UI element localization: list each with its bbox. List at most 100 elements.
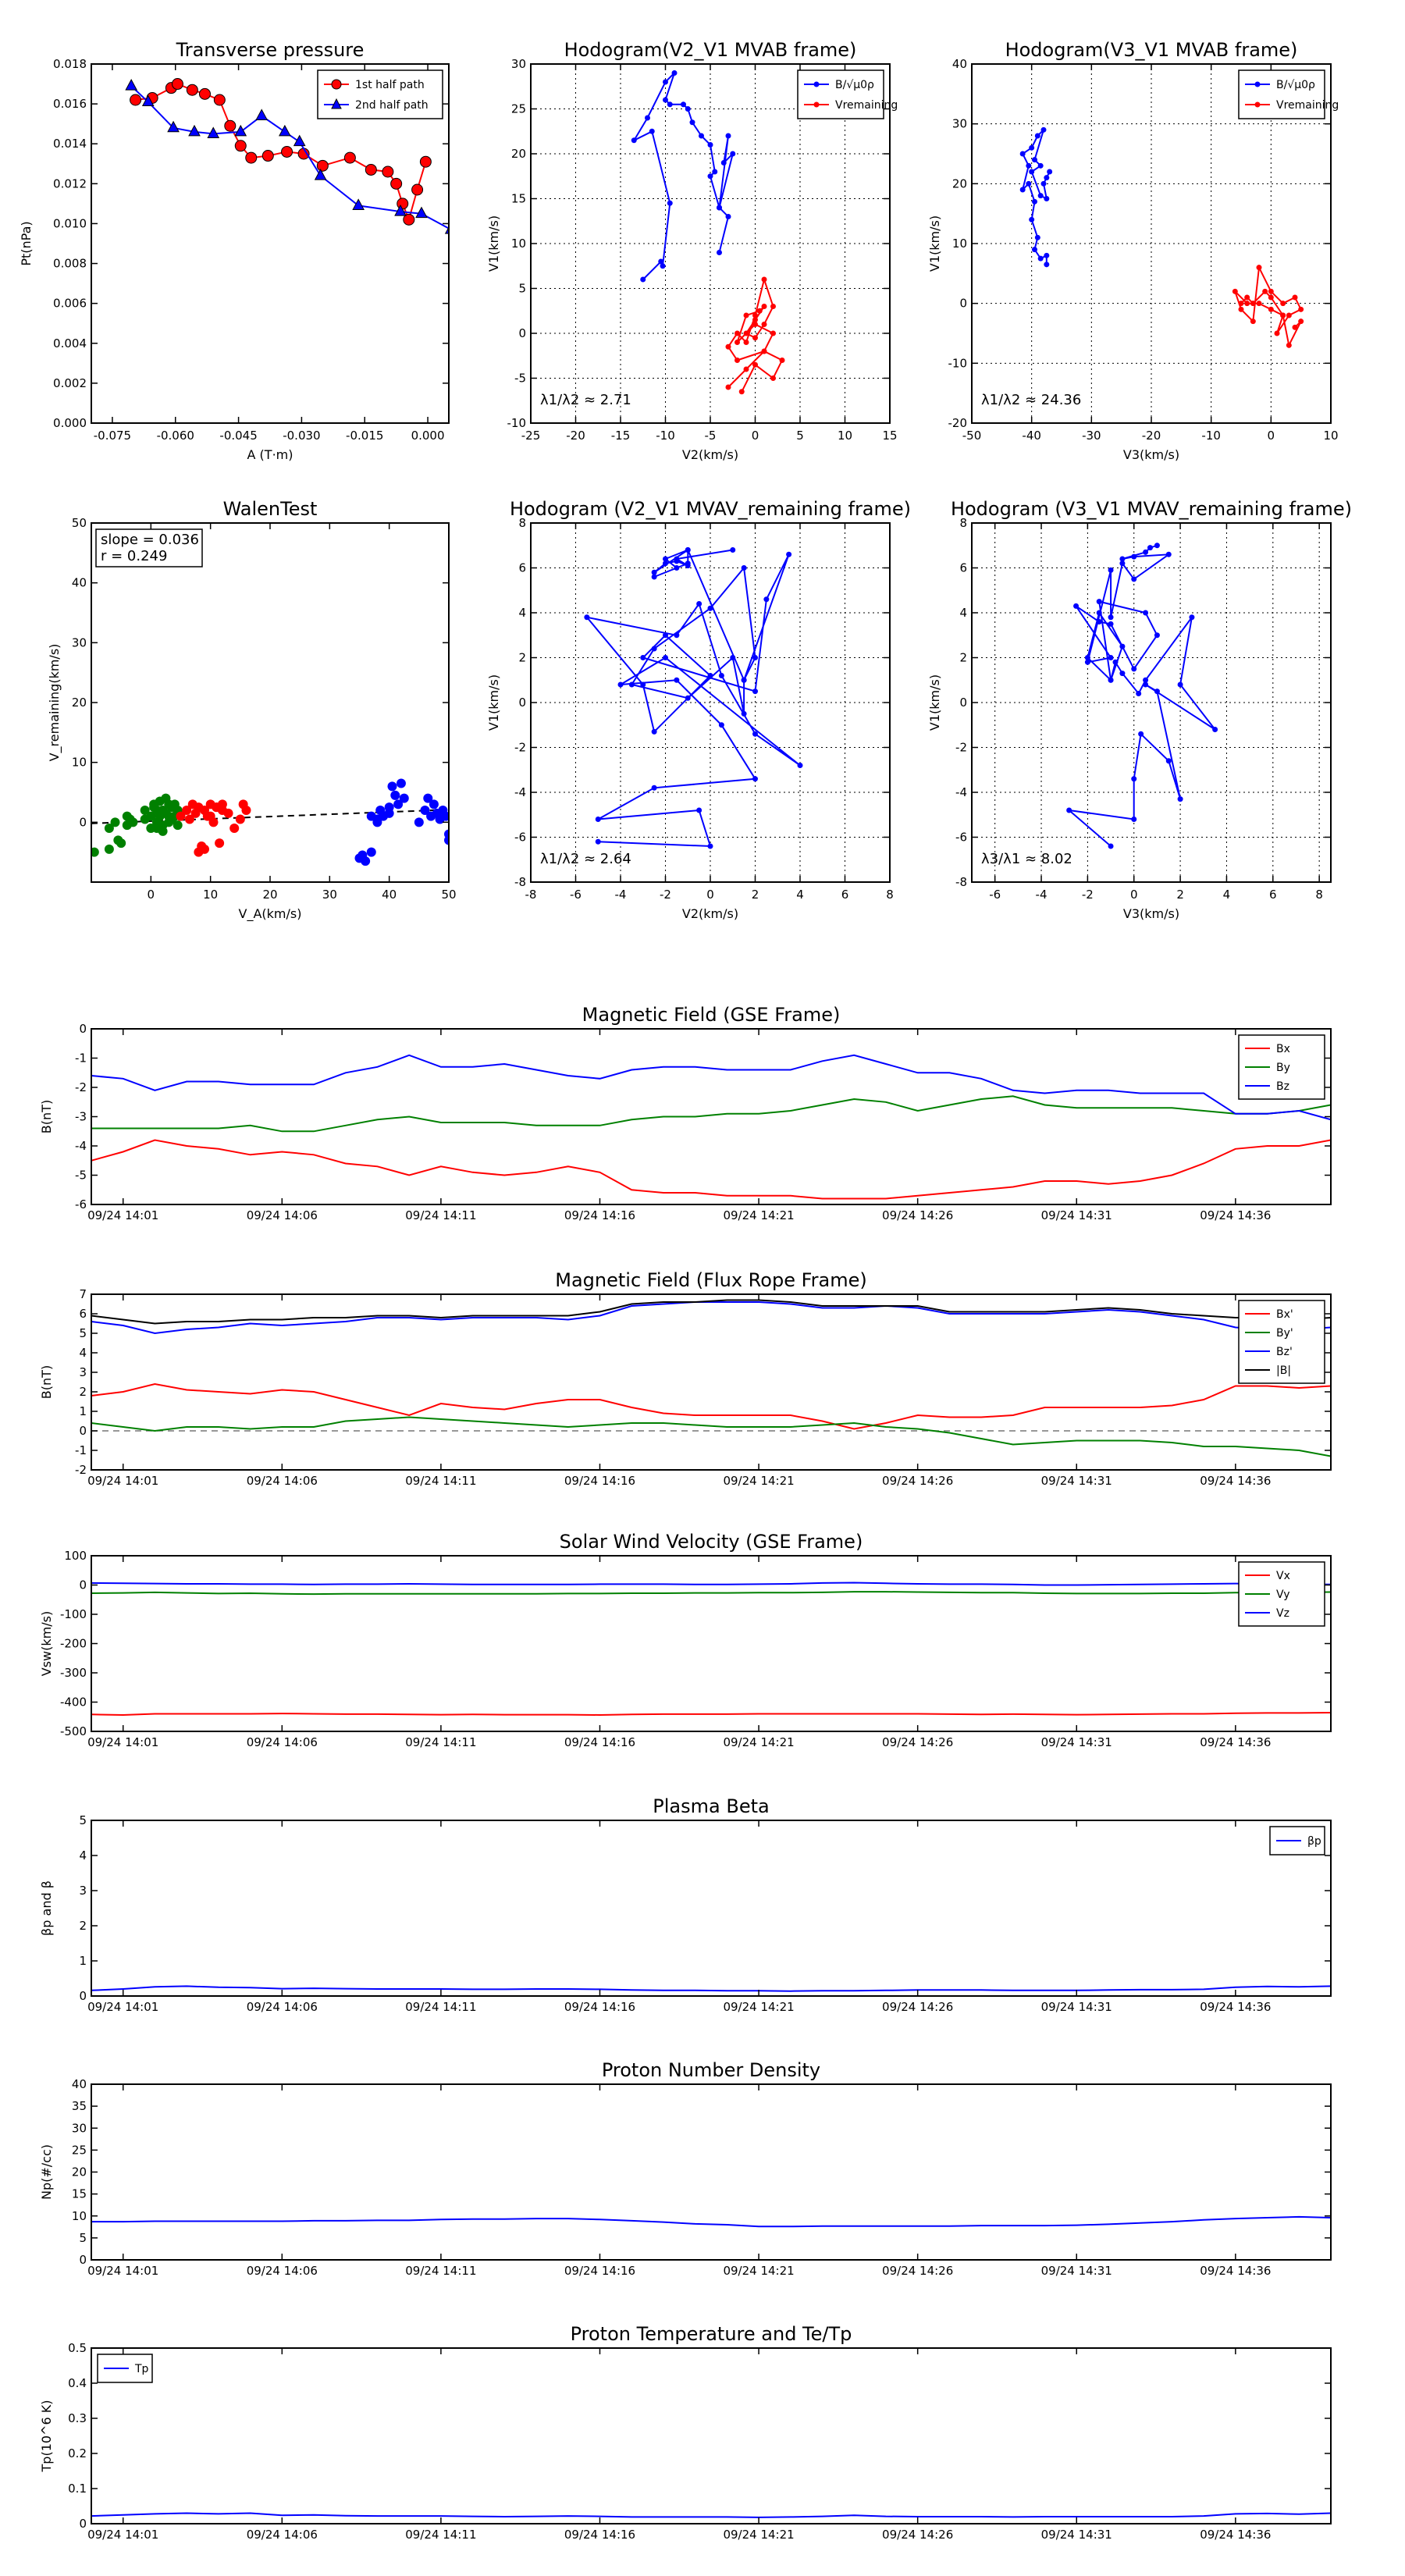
x-tick-label: 20 (262, 888, 277, 902)
legend-label: βp (1307, 1835, 1321, 1848)
series-line-0 (1066, 544, 1216, 847)
data-point (1147, 545, 1154, 551)
x-tick-label: 09/24 14:01 (87, 2000, 158, 2014)
data-point (743, 366, 749, 372)
data-point (1032, 247, 1037, 253)
y-axis-label: B(nT) (39, 1365, 54, 1399)
data-point (763, 596, 770, 603)
y-tick-label: 0.016 (53, 97, 87, 111)
data-point (717, 250, 722, 255)
x-tick-label: 09/24 14:16 (564, 1208, 635, 1222)
data-point (707, 673, 713, 678)
data-point (1165, 551, 1172, 557)
data-point (717, 205, 722, 211)
data-point (658, 258, 664, 265)
data-point (707, 142, 713, 148)
x-tick-label: 09/24 14:36 (1200, 1474, 1271, 1488)
x-tick-label: 09/24 14:21 (723, 1735, 794, 1749)
data-point (1274, 330, 1280, 336)
data-point (1084, 659, 1090, 665)
data-point (584, 614, 590, 621)
legend: Bx' By' Bz' |B| (1238, 1300, 1325, 1384)
x-tick-label: 0 (1130, 888, 1138, 902)
data-point (1096, 619, 1102, 624)
data-point (651, 569, 657, 575)
plot-area (1066, 543, 1218, 849)
data-point (104, 844, 114, 854)
y-tick-label: 0 (518, 696, 526, 710)
x-tick-label: 0 (752, 429, 759, 443)
data-point (663, 560, 668, 567)
legend: Tp (97, 2354, 153, 2383)
data-point (1154, 688, 1160, 695)
data-point (394, 205, 407, 216)
x-tick-label: 09/24 14:01 (87, 2528, 158, 2542)
x-tick-label: -0.060 (157, 429, 194, 443)
data-point (279, 124, 291, 137)
data-point (1029, 169, 1035, 175)
y-tick-label: 0 (959, 297, 967, 311)
data-point (141, 94, 155, 107)
y-tick-label: 100 (64, 1549, 87, 1563)
data-point (1268, 288, 1274, 294)
y-tick-label: 30 (952, 117, 967, 131)
data-point (176, 811, 186, 821)
data-point (752, 322, 758, 327)
data-point (761, 304, 767, 309)
data-point (1019, 151, 1026, 157)
data-point (1244, 294, 1250, 301)
chart-title: Magnetic Field (Flux Rope Frame) (555, 1269, 866, 1291)
data-point (1143, 610, 1149, 616)
chart-h2: Hodogram(V3_V1 MVAB frame) -50 -40 -30 -20 -1… (927, 39, 1339, 462)
data-point (281, 145, 293, 158)
data-point (167, 120, 180, 133)
x-tick-label: -30 (1082, 429, 1101, 443)
data-point (217, 799, 227, 809)
legend-label: Vremaining (835, 99, 898, 112)
x-tick-label: 5 (796, 429, 804, 443)
y-tick-label: 3 (79, 1365, 87, 1379)
data-point (390, 177, 403, 190)
y-tick-label: -1 (75, 1443, 87, 1457)
series-line-0 (91, 2512, 1331, 2518)
data-point (1040, 180, 1047, 187)
eigenvalue-ratio: λ1/λ2 ≈ 2.71 (540, 392, 631, 408)
plot-area (91, 2512, 1331, 2518)
x-tick-label: 09/24 14:06 (247, 2264, 318, 2278)
y-tick-label: -6 (514, 831, 526, 845)
plot-area (1019, 126, 1304, 348)
chart-bgse: Magnetic Field (GSE Frame) 09/24 14:01 09/… (39, 1004, 1332, 1222)
data-point (1037, 193, 1044, 199)
x-tick-label: 09/24 14:36 (1200, 2264, 1271, 2278)
y-tick-label: 4 (79, 1848, 87, 1863)
data-point (1096, 599, 1102, 605)
data-point (1108, 621, 1114, 627)
x-tick-label: 09/24 14:01 (87, 2264, 158, 2278)
series-line-1 (91, 1416, 1331, 1457)
data-point (674, 677, 680, 683)
x-tick-label: 09/24 14:16 (564, 1735, 635, 1749)
data-point (741, 677, 747, 683)
y-tick-label: -100 (60, 1607, 87, 1621)
y-axis-label: Np(#/cc) (39, 2144, 54, 2200)
data-point (149, 802, 159, 813)
data-point (1250, 301, 1256, 307)
y-tick-label: -5 (514, 372, 526, 386)
data-point (1143, 681, 1149, 688)
y-tick-label: -2 (75, 1080, 87, 1094)
y-axis-label: V1(km/s) (486, 215, 501, 272)
data-point (1143, 677, 1149, 683)
legend-label: Bx' (1276, 1308, 1293, 1321)
data-point (205, 811, 215, 821)
y-axis-label: V_remaining(km/s) (47, 644, 62, 762)
data-point (91, 847, 99, 857)
data-point (213, 94, 226, 106)
data-point (384, 808, 394, 818)
data-point (393, 799, 404, 809)
legend-marker (331, 98, 342, 109)
y-tick-label: 5 (79, 1813, 87, 1827)
data-point (1177, 681, 1183, 688)
chart-title: Proton Temperature and Te/Tp (571, 2323, 852, 2345)
data-point (761, 322, 767, 327)
